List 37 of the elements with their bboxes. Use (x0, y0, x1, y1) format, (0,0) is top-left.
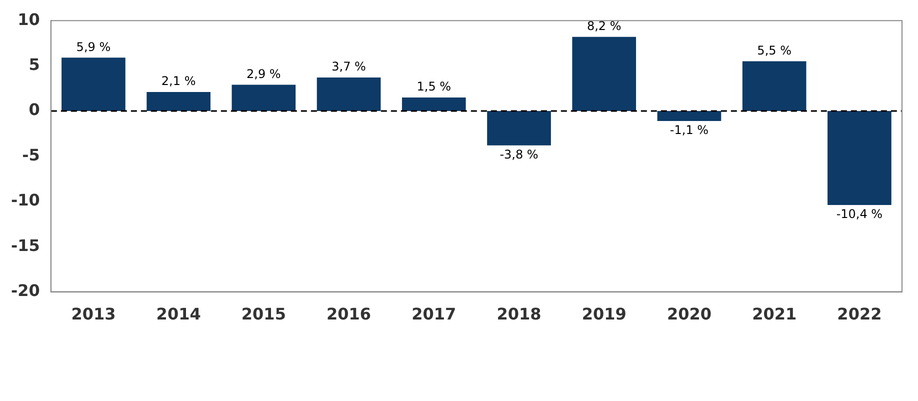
x-tick-label: 2022 (837, 304, 882, 324)
x-tick-label: 2021 (752, 304, 797, 324)
y-tick-label: -5 (22, 145, 40, 164)
data-label: -10,4 % (836, 207, 883, 222)
data-label: -1,1 % (670, 123, 709, 138)
y-tick-label: 0 (28, 100, 40, 120)
x-tick-label: 2019 (582, 304, 626, 324)
data-label: 1,5 % (416, 80, 452, 94)
bar (232, 84, 296, 111)
data-label: -3,8 % (500, 147, 538, 162)
data-label: 5,9 % (76, 40, 111, 54)
y-tick-label: -20 (11, 280, 40, 300)
bar (316, 78, 381, 111)
x-tick-label: 2015 (241, 304, 286, 324)
data-label: 2,1 % (161, 74, 196, 88)
data-label: 2,9 % (246, 66, 281, 81)
x-tick-label: 2014 (156, 304, 201, 324)
x-tick-label: 2020 (666, 304, 712, 324)
bar (657, 111, 722, 121)
data-label: 5,5 % (757, 43, 792, 58)
x-tick-label: 2016 (326, 304, 372, 324)
x-tick-label: 2017 (412, 304, 456, 324)
bar (402, 97, 466, 111)
data-label: 3,7 % (332, 60, 366, 74)
data-label: 8,2 % (586, 18, 622, 33)
bar (828, 111, 892, 206)
bar (487, 111, 551, 146)
x-tick-label: 2013 (71, 304, 116, 324)
bar (146, 92, 210, 111)
y-tick-label: 5 (28, 54, 40, 74)
x-tick-label: 2018 (496, 304, 542, 324)
y-tick-label: -10 (11, 190, 40, 210)
y-tick-label: 10 (18, 10, 40, 29)
bar (62, 58, 126, 111)
bar (572, 36, 636, 111)
y-tick-label: -15 (11, 236, 40, 255)
bar (742, 61, 806, 111)
